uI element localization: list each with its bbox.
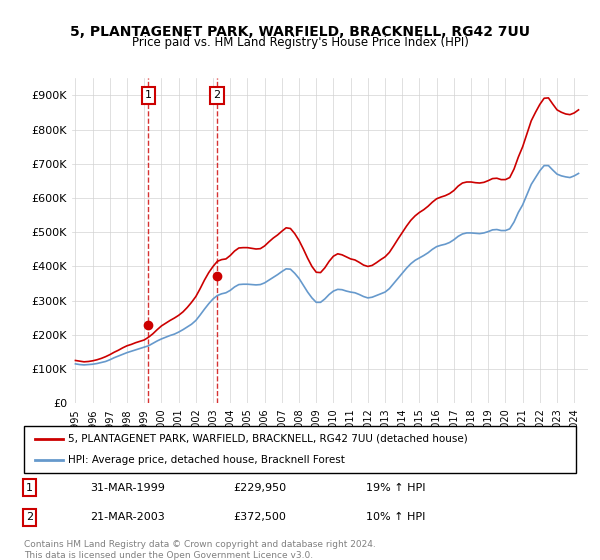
Text: 21-MAR-2003: 21-MAR-2003 [90,512,165,522]
Text: £372,500: £372,500 [234,512,287,522]
Text: HPI: Average price, detached house, Bracknell Forest: HPI: Average price, detached house, Brac… [68,455,345,465]
Text: 5, PLANTAGENET PARK, WARFIELD, BRACKNELL, RG42 7UU (detached house): 5, PLANTAGENET PARK, WARFIELD, BRACKNELL… [68,434,468,444]
Text: 10% ↑ HPI: 10% ↑ HPI [366,512,425,522]
Text: 19% ↑ HPI: 19% ↑ HPI [366,483,426,493]
Text: 5, PLANTAGENET PARK, WARFIELD, BRACKNELL, RG42 7UU: 5, PLANTAGENET PARK, WARFIELD, BRACKNELL… [70,25,530,39]
Text: 31-MAR-1999: 31-MAR-1999 [90,483,165,493]
Text: £229,950: £229,950 [234,483,287,493]
Text: 1: 1 [26,483,33,493]
FancyBboxPatch shape [24,426,576,473]
Text: 2: 2 [26,512,33,522]
Text: Price paid vs. HM Land Registry's House Price Index (HPI): Price paid vs. HM Land Registry's House … [131,36,469,49]
Text: 1: 1 [145,91,152,100]
Text: 2: 2 [213,91,220,100]
Text: Contains HM Land Registry data © Crown copyright and database right 2024.
This d: Contains HM Land Registry data © Crown c… [24,540,376,560]
